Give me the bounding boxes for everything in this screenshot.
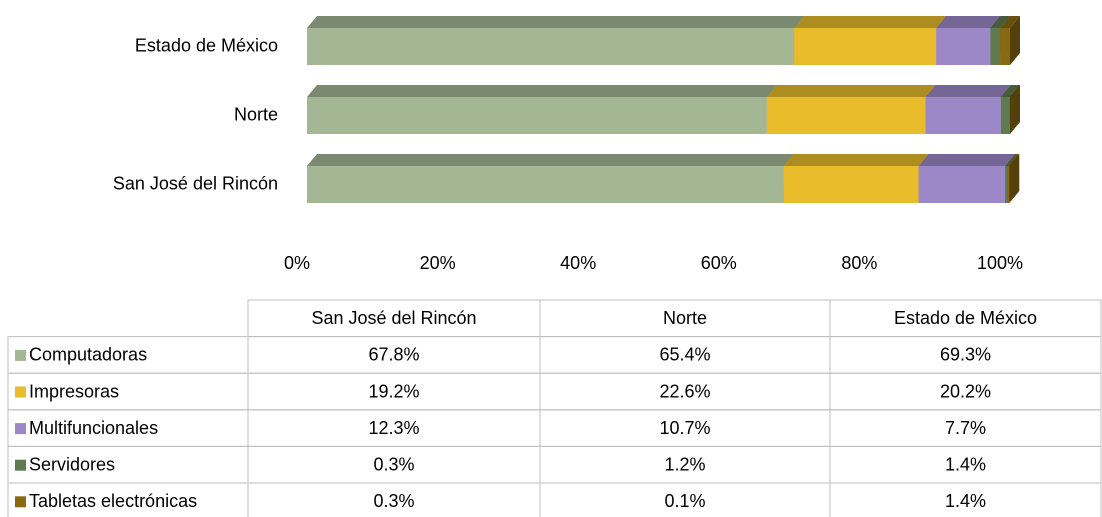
bar-segment — [766, 85, 936, 134]
legend-label: Computadoras — [29, 345, 147, 365]
bar-segment — [1007, 154, 1020, 203]
legend-key — [15, 349, 26, 361]
x-tick-label: 0% — [284, 253, 310, 273]
bar-top — [918, 154, 1016, 166]
table-value: 0.3% — [373, 491, 414, 511]
bar-segment — [1000, 16, 1020, 65]
bar-side — [1010, 16, 1020, 65]
table-value: 1.4% — [945, 454, 986, 474]
bar-front — [925, 97, 1001, 134]
table-value: 19.2% — [368, 381, 419, 401]
table-cell — [829, 482, 1102, 517]
bar-side — [1009, 154, 1020, 203]
bar-segment — [925, 85, 1011, 134]
bar-top — [1007, 154, 1020, 166]
table-value: 69.3% — [940, 345, 991, 365]
table-value: 0.1% — [664, 491, 705, 511]
x-tick-label: 60% — [701, 253, 737, 273]
bar-top — [307, 85, 777, 97]
bar-top — [307, 154, 794, 166]
table-value: 7.7% — [945, 418, 986, 438]
bar-front — [307, 166, 784, 203]
bar-front — [1007, 166, 1010, 203]
table-header: Estado de México — [894, 308, 1037, 328]
table-value: 22.6% — [659, 381, 710, 401]
bar-top — [1000, 85, 1020, 97]
bar-front — [1000, 97, 1010, 134]
legend-label: Impresoras — [29, 381, 119, 401]
bar-front — [794, 28, 937, 65]
bar-front — [918, 166, 1006, 203]
table-header: Norte — [663, 308, 707, 328]
bar-front — [783, 166, 919, 203]
bar-front — [1000, 28, 1010, 65]
bar-front — [990, 28, 1001, 65]
table-value: 10.7% — [659, 418, 710, 438]
bar-front — [1005, 166, 1008, 203]
table-header: San José del Rincón — [311, 308, 476, 328]
category-label: San José del Rincón — [113, 173, 278, 193]
table-value: 12.3% — [368, 418, 419, 438]
bar-top — [766, 85, 936, 97]
x-tick-label: 40% — [560, 253, 596, 273]
table-value: 1.2% — [664, 454, 705, 474]
bar-segment — [1009, 85, 1020, 134]
bar-top — [783, 154, 929, 166]
legend-key — [15, 496, 26, 508]
x-tick-label: 80% — [841, 253, 877, 273]
bar-segment — [783, 154, 929, 203]
bar-top — [307, 16, 805, 28]
bar-segment — [936, 16, 1001, 65]
bar-top — [1005, 154, 1018, 166]
legend-label: Multifuncionales — [29, 418, 158, 438]
legend-key — [15, 386, 26, 398]
bar-top — [794, 16, 947, 28]
bar-front — [307, 97, 767, 134]
x-tick-label: 100% — [977, 253, 1023, 273]
table-value: 0.3% — [373, 454, 414, 474]
bar-front — [307, 28, 795, 65]
table-value: 1.4% — [945, 491, 986, 511]
legend-label: Tabletas electrónicas — [29, 491, 197, 511]
legend-key — [15, 459, 26, 471]
bar-top — [1000, 16, 1020, 28]
bar-segment — [307, 16, 805, 65]
bar-front — [766, 97, 926, 134]
bar-front — [936, 28, 991, 65]
x-tick-label: 20% — [420, 253, 456, 273]
category-label: Estado de México — [135, 35, 278, 55]
legend-label: Servidores — [29, 454, 115, 474]
bar-top — [936, 16, 1001, 28]
bar-segment — [307, 85, 777, 134]
table-value: 20.2% — [940, 381, 991, 401]
bar-front — [1009, 97, 1010, 134]
bar-top — [925, 85, 1011, 97]
bar-top — [1009, 85, 1020, 97]
bar-segment — [794, 16, 947, 65]
bar-top — [990, 16, 1011, 28]
category-label: Norte — [234, 104, 278, 124]
bar-side — [1010, 85, 1020, 134]
table-value: 65.4% — [659, 345, 710, 365]
legend-key — [15, 423, 26, 435]
table-value: 67.8% — [368, 345, 419, 365]
bar-segment — [307, 154, 794, 203]
bar-segment — [918, 154, 1016, 203]
